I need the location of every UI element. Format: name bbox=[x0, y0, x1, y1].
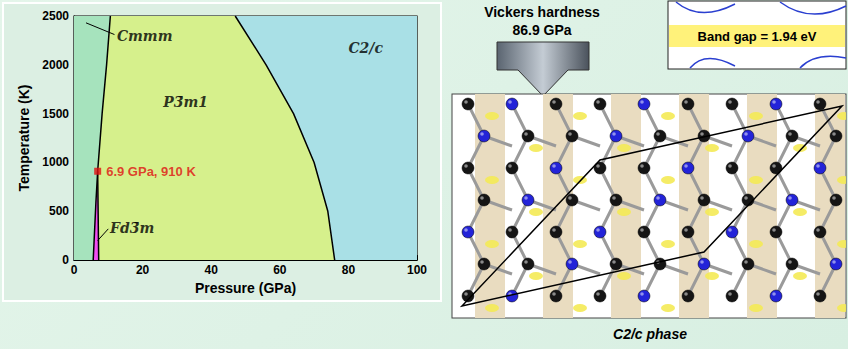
svg-text:Fd3̄m: Fd3̄m bbox=[109, 220, 154, 236]
svg-text:80: 80 bbox=[342, 263, 356, 277]
svg-text:40: 40 bbox=[205, 263, 219, 277]
svg-text:Temperature (K): Temperature (K) bbox=[16, 85, 32, 192]
svg-text:0: 0 bbox=[71, 263, 78, 277]
svg-text:2000: 2000 bbox=[42, 58, 69, 72]
svg-text:Vickers hardness: Vickers hardness bbox=[484, 4, 600, 20]
svg-text:60: 60 bbox=[273, 263, 287, 277]
svg-text:Pressure (GPa): Pressure (GPa) bbox=[195, 280, 296, 296]
svg-text:6.9 GPa, 910 K: 6.9 GPa, 910 K bbox=[106, 164, 196, 179]
svg-text:500: 500 bbox=[49, 204, 69, 218]
svg-text:20: 20 bbox=[136, 263, 150, 277]
svg-text:0: 0 bbox=[62, 253, 69, 267]
svg-text:Band gap = 1.94 eV: Band gap = 1.94 eV bbox=[698, 29, 817, 44]
svg-text:P3̄m1: P3̄m1 bbox=[162, 94, 208, 110]
svg-text:100: 100 bbox=[407, 263, 427, 277]
svg-text:C2/c: C2/c bbox=[348, 40, 383, 56]
svg-text:1500: 1500 bbox=[42, 107, 69, 121]
svg-text:Cmmm: Cmmm bbox=[117, 28, 173, 44]
svg-text:C2/c phase: C2/c phase bbox=[613, 326, 687, 342]
svg-text:2500: 2500 bbox=[42, 9, 69, 23]
svg-text:86.9 GPa: 86.9 GPa bbox=[512, 22, 571, 38]
svg-text:1000: 1000 bbox=[42, 155, 69, 169]
